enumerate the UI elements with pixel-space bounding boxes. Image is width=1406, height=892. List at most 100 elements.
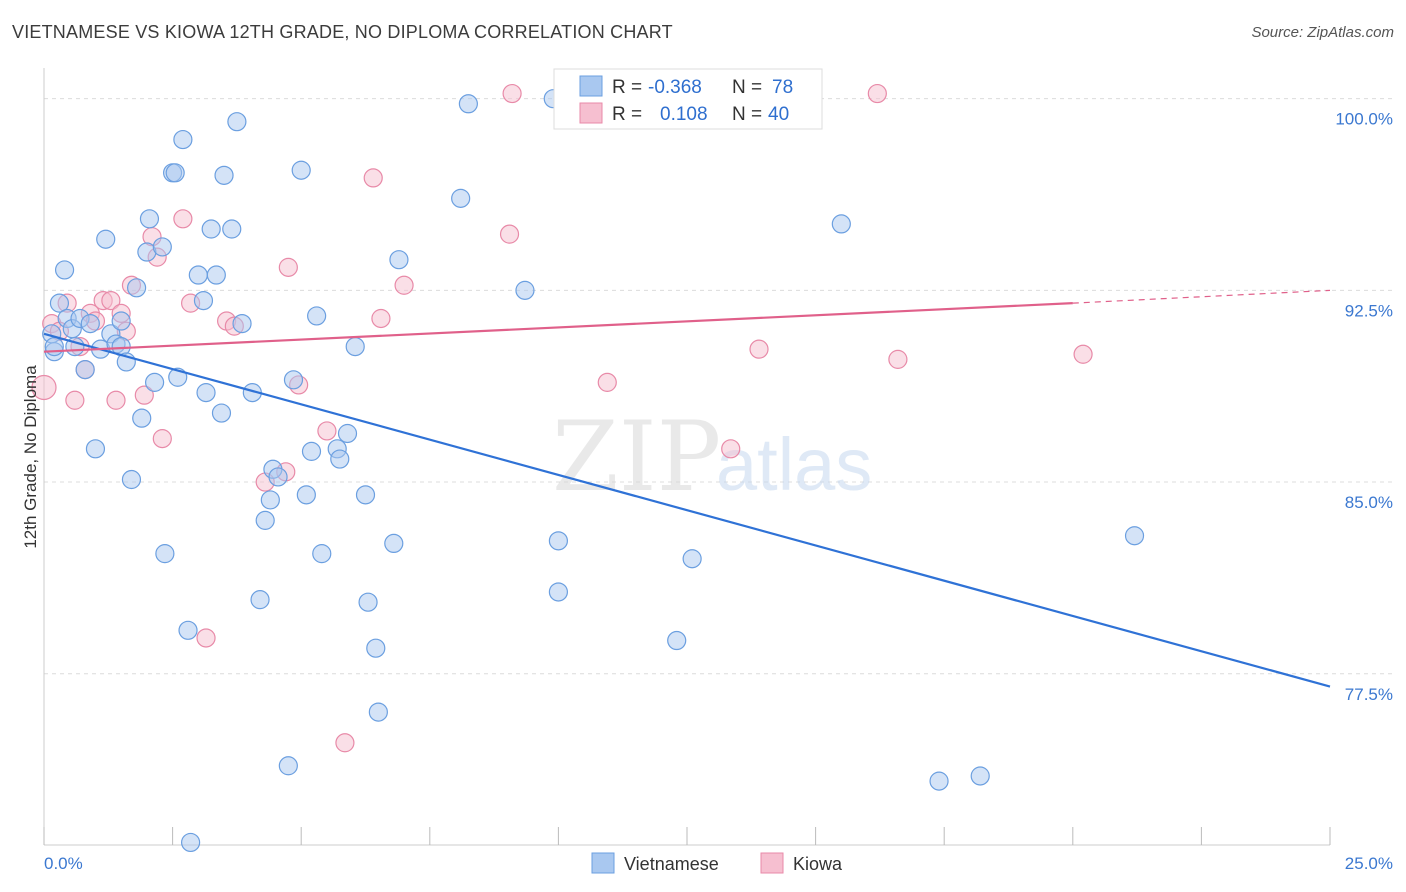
point-vietnamese — [111, 311, 131, 331]
point-vietnamese — [222, 219, 242, 239]
point-kiowa — [317, 421, 337, 441]
point-kiowa — [502, 83, 522, 104]
point-vietnamese — [368, 702, 388, 722]
point-vietnamese — [278, 756, 298, 776]
point-vietnamese — [54, 260, 75, 280]
point-vietnamese — [211, 403, 232, 423]
legend-r-label-2: R = — [612, 104, 642, 125]
point-vietnamese — [201, 219, 221, 239]
point-kiowa — [134, 385, 154, 405]
point-vietnamese — [214, 165, 234, 185]
legend-top: R = -0.368 N = 78 R = 0.108 N = 40 — [553, 68, 823, 130]
point-kiowa — [173, 209, 193, 229]
point-vietnamese — [255, 510, 275, 530]
watermark-zip: ZIP — [552, 401, 721, 513]
legend-n-label-2: N = — [732, 104, 762, 125]
source-label: Source: ZipAtlas.com — [1251, 24, 1394, 41]
series-vietnamese-points — [42, 89, 1145, 853]
point-vietnamese — [831, 214, 851, 234]
point-kiowa — [394, 275, 414, 295]
point-kiowa — [499, 224, 520, 244]
point-vietnamese — [80, 313, 100, 334]
point-vietnamese — [126, 278, 147, 298]
y-tick-label: 100.0% — [1335, 110, 1393, 129]
legend-r-label-1: R = — [612, 77, 642, 98]
legend-bottom-swatch-vietnamese — [591, 852, 615, 874]
trend-lines — [43, 289, 1331, 688]
point-vietnamese — [682, 549, 702, 569]
watermark-atlas: atlas — [716, 423, 872, 506]
point-kiowa — [721, 439, 741, 459]
point-vietnamese — [291, 160, 311, 180]
point-vietnamese — [929, 771, 949, 791]
x-tick-label: 25.0% — [1345, 854, 1393, 873]
point-vietnamese — [178, 620, 198, 640]
point-vietnamese — [75, 359, 95, 380]
point-vietnamese — [49, 293, 70, 313]
point-vietnamese — [515, 280, 535, 300]
legend-bottom-swatch-kiowa — [760, 852, 784, 874]
point-vietnamese — [232, 313, 252, 334]
point-vietnamese — [85, 439, 106, 459]
y-tick-label: 85.0% — [1345, 493, 1393, 512]
point-vietnamese — [366, 638, 386, 658]
point-vietnamese — [667, 630, 687, 651]
point-vietnamese — [384, 533, 404, 554]
point-vietnamese — [193, 290, 214, 311]
point-vietnamese — [296, 485, 316, 505]
point-vietnamese — [188, 265, 208, 285]
legend-bottom-kiowa: Kiowa — [793, 854, 843, 874]
point-vietnamese — [358, 592, 378, 612]
legend-bottom-vietnamese: Vietnamese — [624, 854, 719, 874]
point-vietnamese — [451, 188, 471, 208]
legend-n-label-1: N = — [732, 77, 762, 98]
point-vietnamese — [44, 336, 64, 357]
point-kiowa — [31, 374, 57, 401]
point-vietnamese — [96, 229, 116, 249]
point-vietnamese — [144, 372, 165, 392]
point-kiowa — [65, 390, 85, 410]
legend-n-value-2: 40 — [768, 104, 789, 125]
point-kiowa — [278, 257, 298, 277]
point-vietnamese — [389, 250, 409, 270]
point-vietnamese — [283, 370, 304, 390]
point-kiowa — [867, 83, 887, 104]
point-vietnamese — [165, 163, 185, 183]
point-vietnamese — [196, 383, 216, 403]
point-kiowa — [152, 429, 172, 449]
point-kiowa — [106, 390, 126, 410]
legend-swatch-vietnamese — [579, 75, 603, 97]
point-vietnamese — [139, 209, 160, 229]
point-vietnamese — [301, 441, 322, 461]
tick-labels: 77.5% 85.0% 92.5% 100.0% 0.0% 25.0% — [44, 110, 1393, 873]
axes-layer — [43, 68, 1331, 846]
point-vietnamese — [458, 94, 478, 114]
point-vietnamese — [152, 237, 172, 257]
point-vietnamese — [312, 544, 332, 564]
watermark: ZIP atlas — [552, 401, 872, 513]
point-kiowa — [371, 308, 391, 329]
point-vietnamese — [181, 832, 201, 853]
point-vietnamese — [337, 423, 358, 444]
point-kiowa — [335, 733, 355, 753]
point-vietnamese — [330, 449, 350, 469]
point-kiowa — [101, 290, 121, 311]
point-kiowa — [597, 372, 617, 392]
trend-line-kiowa — [43, 302, 1073, 353]
point-vietnamese — [548, 531, 569, 551]
legend-r-value-1: -0.368 — [648, 77, 702, 98]
point-vietnamese — [227, 112, 247, 132]
y-axis-title: 12th Grade, No Diploma — [21, 365, 40, 549]
chart-title: VIETNAMESE VS KIOWA 12TH GRADE, NO DIPLO… — [12, 22, 673, 42]
point-vietnamese — [268, 467, 288, 487]
point-vietnamese — [121, 469, 142, 490]
point-vietnamese — [155, 544, 175, 564]
legend-swatch-kiowa — [579, 102, 603, 124]
point-vietnamese — [1124, 526, 1145, 546]
trend-line-kiowa-extension — [1072, 289, 1331, 304]
point-vietnamese — [250, 590, 270, 610]
point-vietnamese — [173, 129, 193, 150]
legend-bottom: Vietnamese Kiowa — [591, 852, 843, 874]
point-kiowa — [888, 349, 908, 369]
